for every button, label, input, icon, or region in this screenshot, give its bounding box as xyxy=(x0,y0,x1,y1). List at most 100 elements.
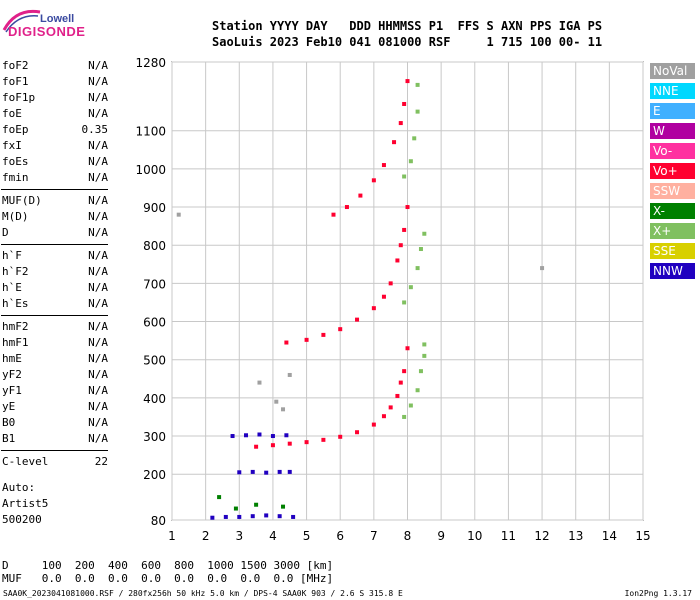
legend-item-w: W xyxy=(650,123,695,139)
param-row-he: h`E N/A xyxy=(2,281,108,297)
series-nnw xyxy=(237,469,292,475)
echo-point xyxy=(405,346,410,351)
param-name: foF1 xyxy=(2,75,29,88)
param-value: N/A xyxy=(88,320,108,333)
param-row-foe: foE N/A xyxy=(2,107,108,123)
echo-point xyxy=(398,243,403,248)
param-value: N/A xyxy=(88,171,108,184)
echo-point xyxy=(291,514,296,519)
param-value: N/A xyxy=(88,155,108,168)
echo-point xyxy=(284,340,289,345)
param-name: fmin xyxy=(2,171,29,184)
series-xplus xyxy=(402,231,427,305)
param-row-yf2: yF2 N/A xyxy=(2,368,108,384)
param-name: h`Es xyxy=(2,297,29,310)
y-tick-label: 400 xyxy=(143,392,166,406)
param-name: C-level xyxy=(2,455,49,468)
x-tick-label: 14 xyxy=(602,529,617,543)
echo-point xyxy=(418,369,423,374)
legend-item-xminus: X- xyxy=(650,203,695,219)
param-separator xyxy=(1,315,108,316)
param-row-fof2: foF2 N/A xyxy=(2,59,108,75)
header-station-values: SaoLuis 2023 Feb10 041 081000 RSF 1 715 … xyxy=(212,35,603,49)
echo-point xyxy=(281,407,286,412)
param-row-hf2: h`F2 N/A xyxy=(2,265,108,281)
param-row-b0: B0 N/A xyxy=(2,416,108,432)
echo-point xyxy=(381,163,386,168)
echo-point xyxy=(388,405,393,410)
echo-point xyxy=(402,414,407,419)
echo-point xyxy=(270,434,275,439)
x-tick-label: 12 xyxy=(534,529,549,543)
echo-point xyxy=(237,514,242,519)
echo-point xyxy=(217,495,222,500)
x-tick-label: 6 xyxy=(336,529,344,543)
x-tick-label: 2 xyxy=(202,529,210,543)
param-name: h`F2 xyxy=(2,265,29,278)
legend-item-e: E xyxy=(650,103,695,119)
echo-point xyxy=(304,440,309,445)
param-value: N/A xyxy=(88,194,108,207)
series-xplus xyxy=(402,82,420,179)
param-value: N/A xyxy=(88,139,108,152)
echo-point xyxy=(381,294,386,299)
x-tick-label: 4 xyxy=(269,529,277,543)
param-separator xyxy=(1,189,108,190)
param-value: N/A xyxy=(88,107,108,120)
legend-item-nnw: NNW xyxy=(650,263,695,279)
x-tick-label: 1 xyxy=(168,529,176,543)
x-tick-label: 9 xyxy=(437,529,445,543)
legend-item-xplus: X+ xyxy=(650,223,695,239)
legend-item-sse: SSE xyxy=(650,243,695,259)
param-value: N/A xyxy=(88,352,108,365)
param-value: N/A xyxy=(88,368,108,381)
param-name: yF1 xyxy=(2,384,22,397)
echo-point xyxy=(321,437,326,442)
param-name: yE xyxy=(2,400,16,413)
series-xminus xyxy=(217,495,286,511)
echo-point xyxy=(402,300,407,305)
echo-point xyxy=(284,433,289,438)
muf-distance-row: D 100 200 400 600 800 1000 1500 3000 [km… xyxy=(2,559,334,572)
param-value: N/A xyxy=(88,75,108,88)
param-row-mufd: MUF(D) N/A xyxy=(2,194,108,210)
footer-file-info: SAA0K_2023041081000.RSF / 280fx256h 50 k… xyxy=(3,589,403,598)
series-voplus xyxy=(331,79,410,217)
echo-point xyxy=(388,281,393,286)
echo-point xyxy=(250,469,255,474)
param-row-d: D N/A xyxy=(2,226,108,242)
echo-point xyxy=(371,306,376,311)
param-value: 0.35 xyxy=(81,123,109,136)
echo-point xyxy=(287,441,292,446)
footer-version: Ion2Png 1.3.17 xyxy=(624,589,692,598)
param-value: N/A xyxy=(88,281,108,294)
param-value: N/A xyxy=(88,226,108,239)
param-row-hmf1: hmF1 N/A xyxy=(2,336,108,352)
y-tick-label: 80 xyxy=(151,514,166,528)
echo-point xyxy=(304,337,309,342)
echo-point xyxy=(237,470,242,475)
header-column-titles: Station YYYY DAY DDD HHMMSS P1 FFS S AXN… xyxy=(212,19,603,33)
legend-item-vominus: Vo- xyxy=(650,143,695,159)
echo-point xyxy=(223,514,228,519)
echo-point xyxy=(415,82,420,87)
param-name: fxI xyxy=(2,139,22,152)
param-value: N/A xyxy=(88,265,108,278)
echo-point xyxy=(176,212,181,217)
echo-point xyxy=(371,422,376,427)
echo-point xyxy=(254,444,259,449)
param-name: hmF1 xyxy=(2,336,29,349)
param-name: yF2 xyxy=(2,368,22,381)
series-nnw xyxy=(230,432,289,439)
echo-point xyxy=(402,174,407,179)
echo-point xyxy=(392,140,397,145)
echo-point xyxy=(277,514,282,519)
param-row-hf: h`F N/A xyxy=(2,249,108,265)
echo-point xyxy=(338,327,343,332)
logo-lowell-text: Lowell xyxy=(40,13,75,25)
echo-point xyxy=(210,515,215,520)
logo-digisonde-text: DIGISONDE xyxy=(8,24,86,39)
param-separator xyxy=(1,450,108,451)
param-row-fof1p: foF1p N/A xyxy=(2,91,108,107)
